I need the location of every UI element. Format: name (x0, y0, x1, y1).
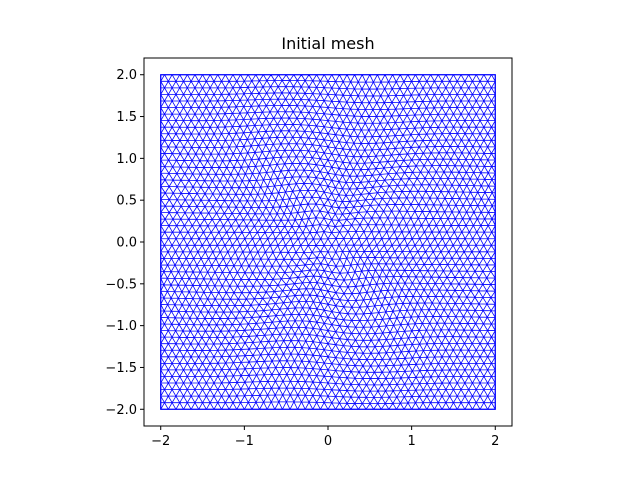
mesh-boundary (160, 74, 496, 410)
plot-area (143, 57, 513, 427)
y-tick-label: 1.5 (116, 110, 137, 125)
x-tick-label: 2 (491, 434, 499, 449)
y-tick-label: −1.5 (105, 361, 137, 376)
y-tick-label: 0.5 (116, 194, 137, 209)
triangle-mesh (160, 74, 496, 410)
x-tick-label: 1 (407, 434, 415, 449)
y-tick-label: −2.0 (105, 403, 137, 418)
y-tick-label: 0.0 (116, 236, 137, 251)
x-tick-label: −1 (235, 434, 254, 449)
chart-title: Initial mesh (281, 34, 374, 53)
y-tick-label: 1.0 (116, 152, 137, 167)
y-tick-label: −1.0 (105, 319, 137, 334)
x-tick-label: −2 (151, 434, 170, 449)
x-tick-label: 0 (324, 434, 332, 449)
y-tick-label: 2.0 (116, 68, 137, 83)
y-tick-label: −0.5 (105, 277, 137, 292)
mesh-edges (160, 74, 496, 410)
y-axis: −2.0 −1.5 −1.0 −0.5 0.0 0.5 1.0 1.5 2.0 (105, 68, 144, 418)
x-axis: −2 −1 0 1 2 (151, 426, 499, 449)
